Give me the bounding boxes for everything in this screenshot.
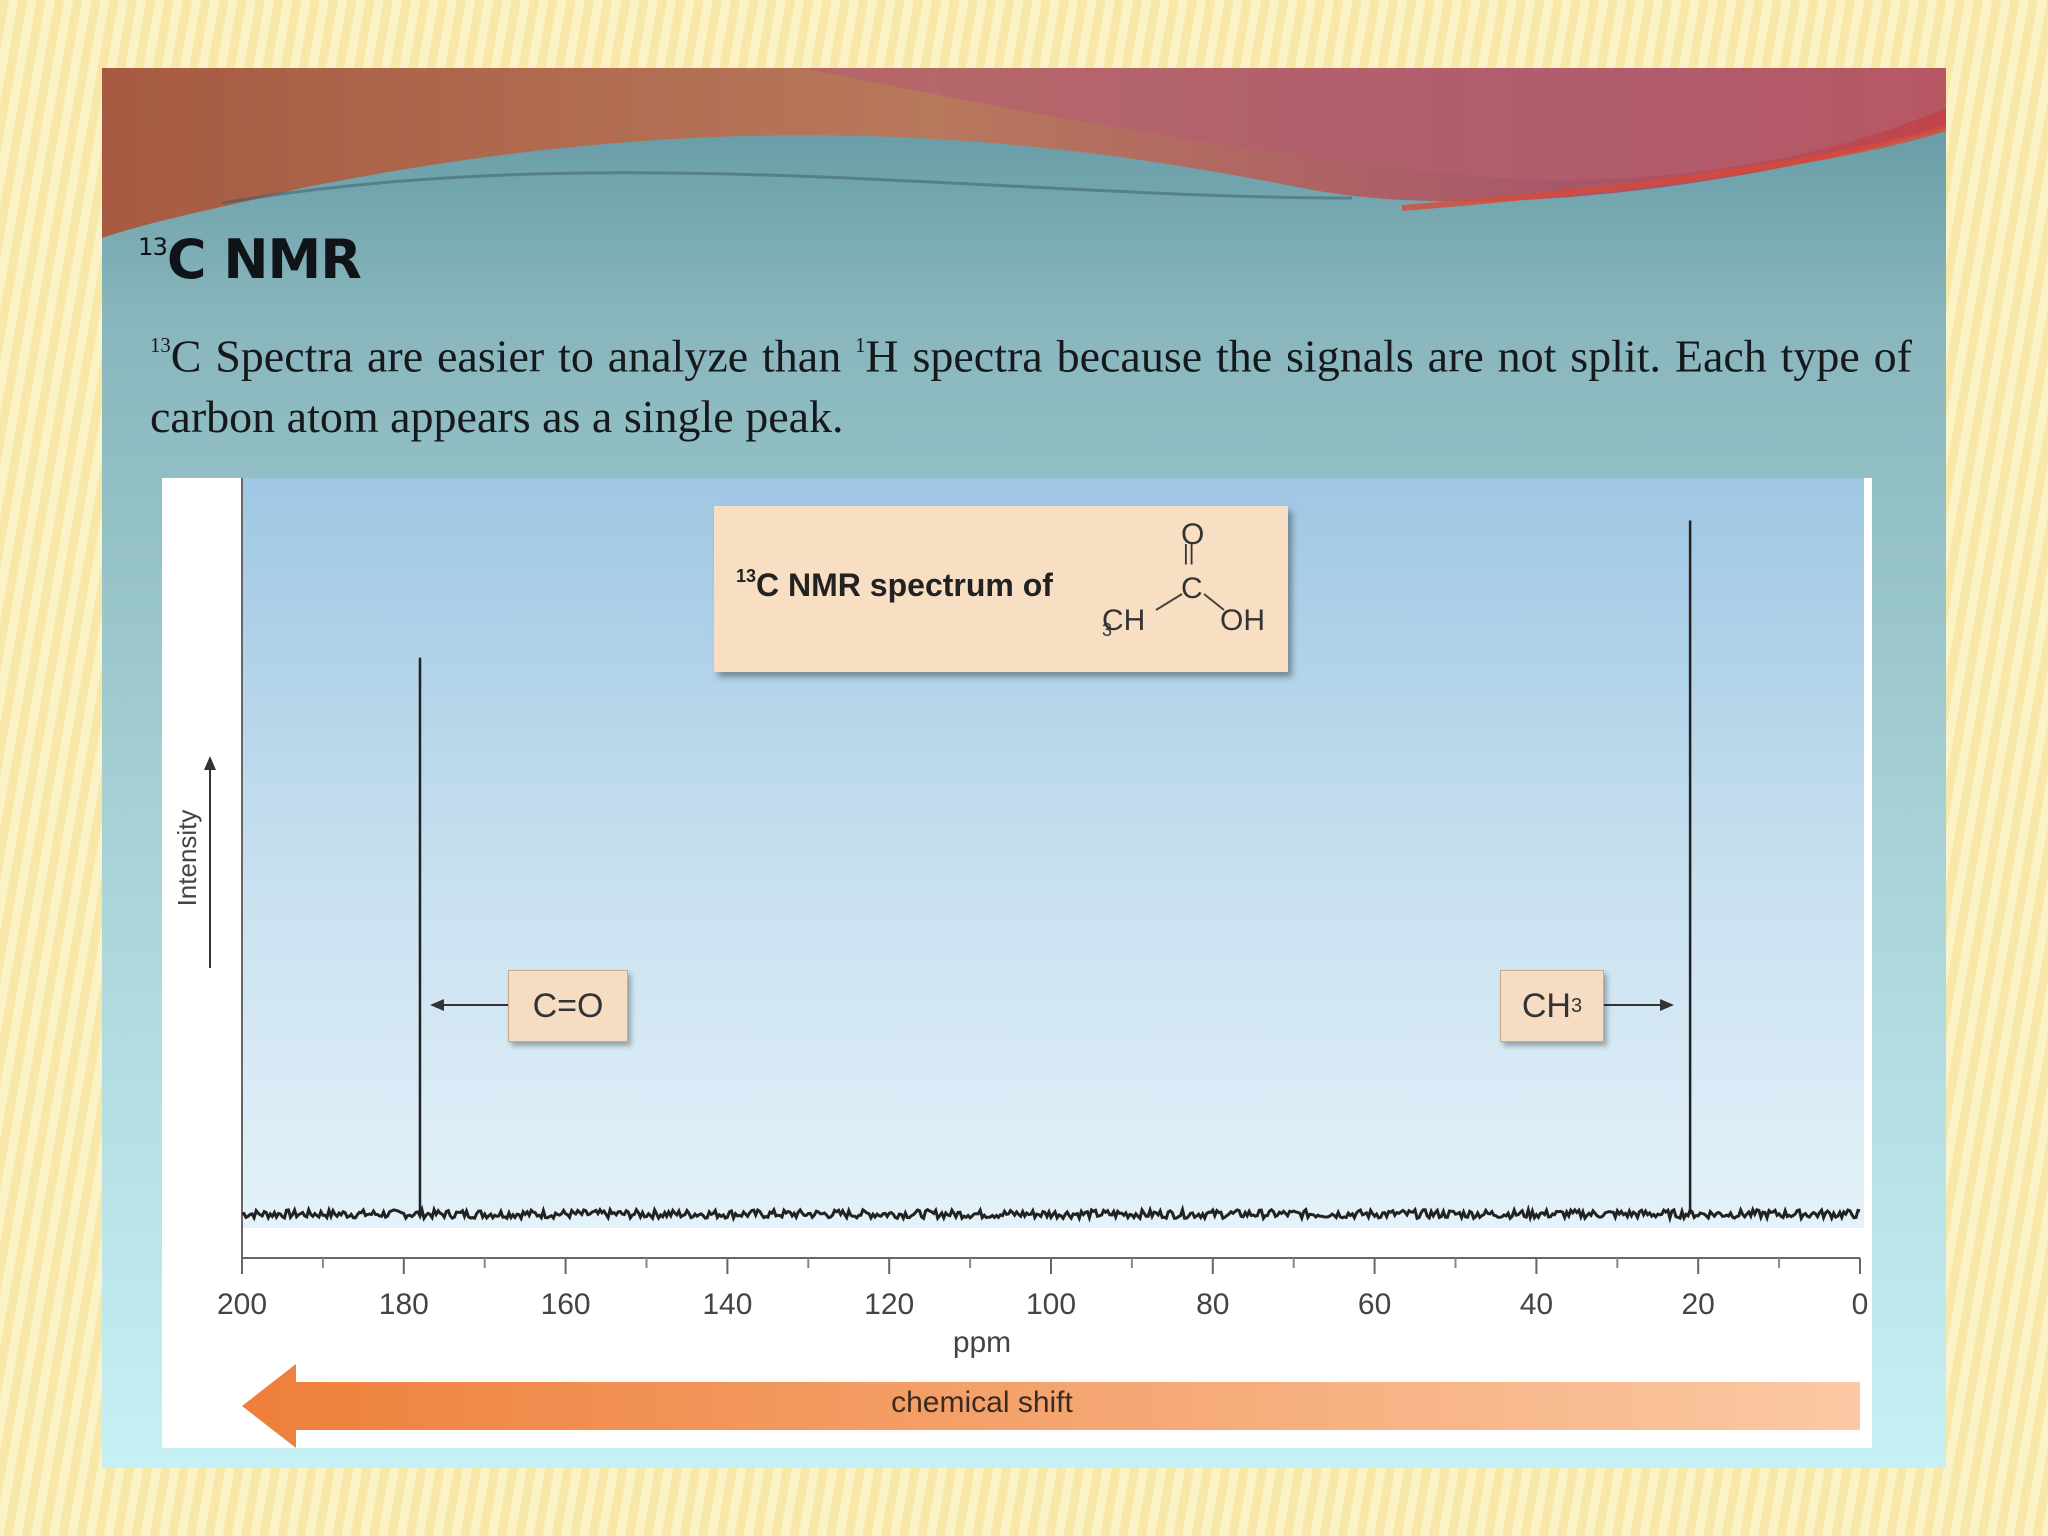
x-tick-label-40: 40 [1520,1288,1553,1321]
peak-label-methyl-text: CH [1521,986,1571,1025]
structure-hydroxyl: OH [1220,604,1265,637]
spectrum-title-box: 13C NMR spectrum of O || C CH 3 OH [714,506,1288,672]
x-tick-label-120: 120 [864,1288,914,1321]
slide-body-text: 13C Spectra are easier to analyze than 1… [150,316,1912,447]
x-tick-label-80: 80 [1196,1288,1229,1321]
x-tick-label-60: 60 [1358,1288,1391,1321]
slide-banner [102,68,1946,238]
x-tick-label-140: 140 [702,1288,752,1321]
x-tick-label-160: 160 [541,1288,591,1321]
peak-label-carbonyl: C=O [508,970,628,1042]
y-axis-label-wrapper: Intensity [162,810,222,918]
chemical-shift-label: chemical shift [891,1386,1073,1419]
slide-title: 13C NMR [138,228,362,291]
slide: 13C NMR 13C Spectra are easier to analyz… [102,68,1946,1468]
x-tick-label-0: 0 [1852,1288,1869,1321]
y-axis-label: Intensity [172,809,202,907]
spectrum-title-superscript: 13 [736,566,757,586]
acetic-acid-structure: O || C CH 3 OH [1084,506,1288,672]
structure-methyl: CH 3 [1102,604,1145,641]
body-superscript-1: 1 [855,335,866,357]
peak-label-carbonyl-text: C=O [532,986,604,1025]
spectrum-title: 13C NMR spectrum of [736,566,1053,604]
peak-label-methyl: CH 3 [1500,970,1604,1042]
nmr-figure: 200 180 160 140 120 100 80 60 40 20 0 Intensity 13… [162,478,1872,1448]
intensity-arrow-head [204,756,216,770]
x-tick-label-200: 200 [217,1288,267,1321]
body-text-part1: C Spectra are easier to analyze than [170,330,856,382]
spectrum-baseline [241,1204,1861,1224]
nmr-spectrum-chart: 200 180 160 140 120 100 80 60 40 20 0 [204,478,1869,1448]
structure-methyl-text: CH [1102,604,1146,637]
x-tick-label-20: 20 [1682,1288,1715,1321]
chemical-shift-arrow [242,1364,1860,1448]
spectrum-title-text: C NMR spectrum of [756,567,1053,603]
slide-title-superscript: 13 [138,231,168,261]
body-superscript-13: 13 [150,335,171,357]
peak-label-methyl-subscript: 3 [1570,994,1583,1017]
structure-bonds [1155,593,1225,611]
x-tick-label-100: 100 [1026,1288,1076,1321]
x-axis-label: ppm [952,1326,1012,1359]
structure-methyl-subscript: 3 [1102,620,1113,640]
body-text-part2: H spectra because the signals are not sp… [150,330,1913,442]
methyl-arrow-head [1660,999,1674,1011]
structure-oxygen: O [1181,518,1205,551]
structure-carbon: C [1181,572,1203,605]
x-tick-label-180: 180 [379,1288,429,1321]
carbonyl-arrow-head [430,999,444,1011]
structure-double-bond: || [1183,540,1195,565]
slide-title-text: C NMR [166,228,362,291]
